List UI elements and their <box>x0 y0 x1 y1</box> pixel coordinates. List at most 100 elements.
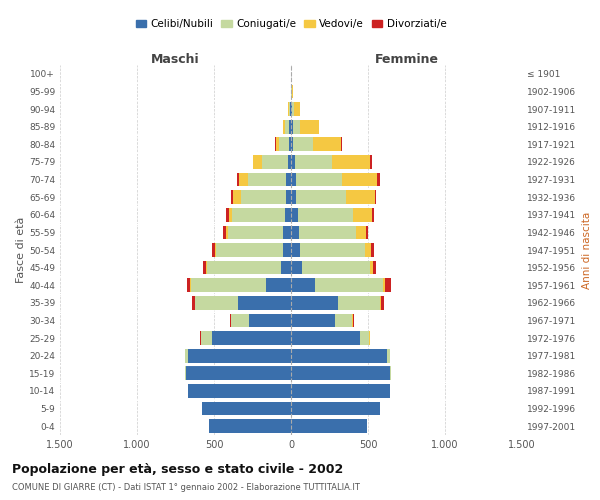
Bar <box>291 138 293 151</box>
Text: Maschi: Maschi <box>151 53 200 66</box>
Bar <box>226 208 229 222</box>
Bar <box>302 260 370 274</box>
Bar <box>191 278 266 292</box>
Bar <box>353 314 354 328</box>
Bar <box>185 366 291 380</box>
Bar <box>298 208 353 222</box>
Bar <box>285 208 291 222</box>
Text: Popolazione per età, sesso e stato civile - 2002: Popolazione per età, sesso e stato civil… <box>12 462 343 475</box>
Bar <box>291 208 298 222</box>
Bar <box>291 420 367 433</box>
Bar <box>338 296 380 310</box>
Bar <box>372 208 374 222</box>
Bar <box>231 190 233 204</box>
Bar <box>291 190 296 204</box>
Bar <box>232 208 285 222</box>
Bar <box>370 155 372 169</box>
Bar <box>290 102 291 116</box>
Bar <box>291 172 296 186</box>
Bar <box>365 243 371 257</box>
Bar <box>188 384 291 398</box>
Bar <box>335 314 352 328</box>
Bar <box>293 120 300 134</box>
Bar <box>291 226 299 239</box>
Bar <box>332 155 370 169</box>
Bar <box>369 331 370 345</box>
Bar <box>229 208 232 222</box>
Bar <box>237 172 239 186</box>
Bar <box>375 190 376 204</box>
Bar <box>293 138 313 151</box>
Bar <box>266 278 291 292</box>
Bar <box>291 402 380 415</box>
Bar <box>215 243 217 257</box>
Bar <box>296 190 346 204</box>
Bar <box>291 349 387 362</box>
Bar <box>300 120 319 134</box>
Bar <box>300 243 365 257</box>
Bar <box>288 102 289 116</box>
Bar <box>296 172 342 186</box>
Bar <box>286 190 291 204</box>
Bar <box>226 226 228 239</box>
Bar <box>195 296 238 310</box>
Bar <box>212 331 291 345</box>
Bar <box>291 278 315 292</box>
Bar <box>291 243 300 257</box>
Bar <box>291 120 293 134</box>
Bar <box>207 260 281 274</box>
Bar <box>289 120 291 134</box>
Bar <box>356 226 365 239</box>
Bar <box>381 296 384 310</box>
Bar <box>377 172 380 186</box>
Bar <box>315 278 383 292</box>
Bar <box>202 402 291 415</box>
Bar <box>292 102 294 116</box>
Bar <box>228 226 283 239</box>
Bar <box>353 208 372 222</box>
Bar <box>291 314 335 328</box>
Bar <box>291 331 359 345</box>
Bar <box>238 296 291 310</box>
Bar <box>387 349 391 362</box>
Bar <box>206 260 207 274</box>
Bar <box>190 278 191 292</box>
Bar <box>371 243 374 257</box>
Bar <box>291 384 391 398</box>
Bar <box>289 138 291 151</box>
Bar <box>201 331 212 345</box>
Bar <box>295 155 332 169</box>
Bar <box>239 172 248 186</box>
Bar <box>283 120 285 134</box>
Bar <box>209 420 291 433</box>
Bar <box>188 349 291 362</box>
Bar <box>248 172 286 186</box>
Bar <box>241 190 286 204</box>
Bar <box>289 102 290 116</box>
Bar <box>231 314 248 328</box>
Bar <box>373 260 376 274</box>
Bar <box>248 314 291 328</box>
Bar <box>200 331 201 345</box>
Legend: Celibi/Nubili, Coniugati/e, Vedovi/e, Divorziati/e: Celibi/Nubili, Coniugati/e, Vedovi/e, Di… <box>131 14 451 33</box>
Bar <box>193 296 195 310</box>
Bar <box>233 190 241 204</box>
Bar <box>365 226 368 239</box>
Y-axis label: Fasce di età: Fasce di età <box>16 217 26 283</box>
Bar <box>217 243 283 257</box>
Bar <box>342 172 377 186</box>
Bar <box>288 155 291 169</box>
Bar <box>253 155 262 169</box>
Bar <box>346 190 375 204</box>
Bar <box>352 314 353 328</box>
Bar <box>294 102 300 116</box>
Bar <box>291 260 302 274</box>
Bar <box>313 138 341 151</box>
Bar <box>281 260 291 274</box>
Text: COMUNE DI GIARRE (CT) - Dati ISTAT 1° gennaio 2002 - Elaborazione TUTTITALIA.IT: COMUNE DI GIARRE (CT) - Dati ISTAT 1° ge… <box>12 482 360 492</box>
Bar <box>291 84 292 98</box>
Bar <box>291 102 292 116</box>
Bar <box>380 296 381 310</box>
Bar <box>187 278 190 292</box>
Text: Femmine: Femmine <box>374 53 439 66</box>
